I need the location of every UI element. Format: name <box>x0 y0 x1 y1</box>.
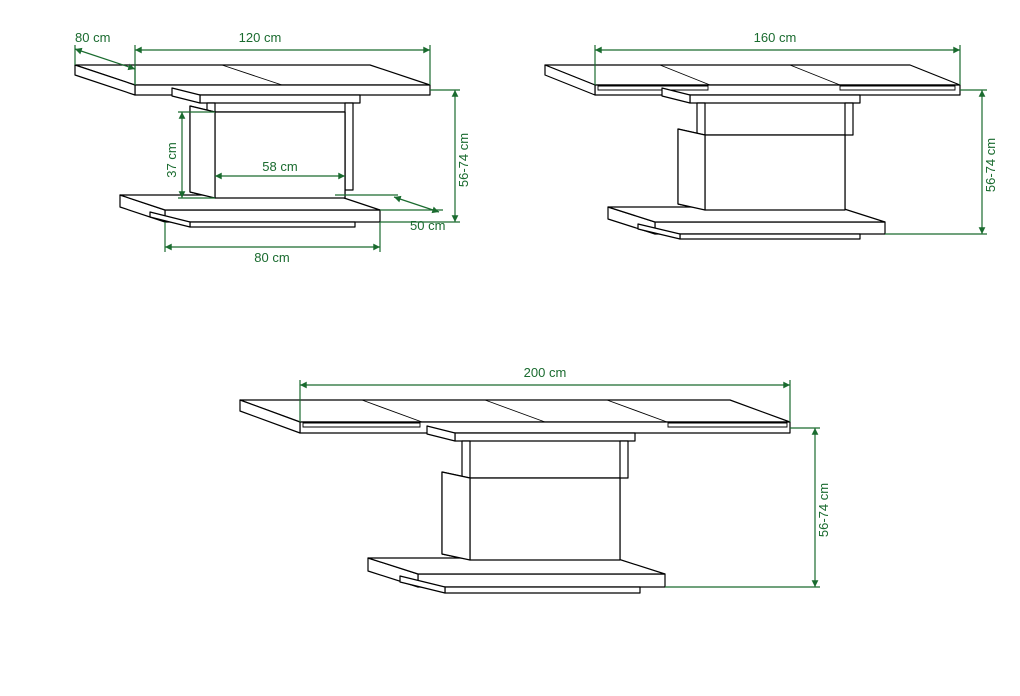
dim-top-length: 120 cm <box>239 30 282 45</box>
dim-total-height: 56-74 cm <box>456 133 471 187</box>
dim-column-height: 37 cm <box>164 142 179 177</box>
view3-table-200: 200 cm 56-74 cm <box>240 365 831 593</box>
view1-table-120: 80 cm 120 cm 37 cm 58 cm 56-74 cm 80 cm … <box>75 30 471 265</box>
dim-top-length-200: 200 cm <box>524 365 567 380</box>
dim-top-length-160: 160 cm <box>754 30 797 45</box>
dim-base-length: 80 cm <box>254 250 289 265</box>
dim-total-height-200: 56-74 cm <box>816 483 831 537</box>
dim-top-depth: 80 cm <box>75 30 110 45</box>
view2-table-160: 160 cm 56-74 cm <box>545 30 998 239</box>
dimension-drawing: 80 cm 120 cm 37 cm 58 cm 56-74 cm 80 cm … <box>0 0 1020 696</box>
dim-base-depth: 50 cm <box>410 218 445 233</box>
dim-total-height-160: 56-74 cm <box>983 138 998 192</box>
dim-column-width: 58 cm <box>262 159 297 174</box>
